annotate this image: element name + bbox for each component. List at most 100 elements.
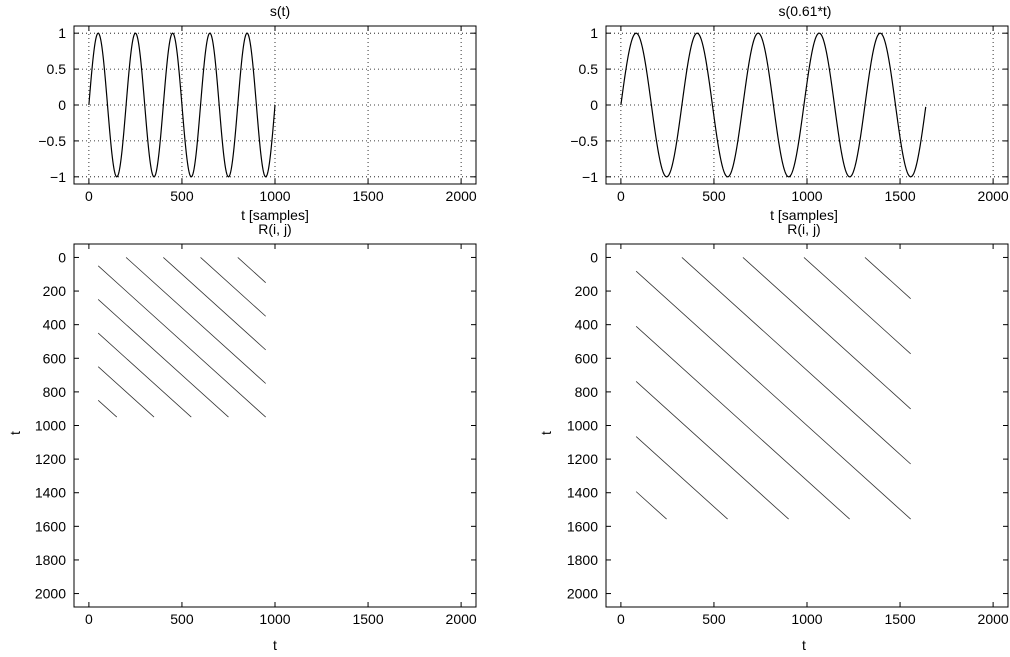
plot-title: s(0.61*t) <box>779 3 832 19</box>
series-curve <box>620 32 927 178</box>
y-tick-label: 2000 <box>35 586 66 602</box>
recurrence-diagonal <box>97 366 155 418</box>
plot-title: s(t) <box>270 3 290 19</box>
x-axis-label: t <box>802 637 806 653</box>
panel-signal: s(t) 0 500 1000 1500 2000 1 0.5 0 −0.5 −1 t [sam… <box>38 3 477 223</box>
y-tick-label: 800 <box>43 384 67 400</box>
y-tick-label: 0.5 <box>47 61 67 77</box>
recurrence-diagonal <box>864 257 911 300</box>
series-line <box>88 32 276 178</box>
x-tick-labels: 0 500 1000 1500 2000 <box>85 611 477 627</box>
recurrence-lines <box>635 257 911 520</box>
recurrence-diagonal <box>803 257 911 355</box>
y-tick-label: 0 <box>590 97 598 113</box>
x-axis-label: t <box>273 637 277 653</box>
y-tick-label: 1200 <box>35 451 66 467</box>
y-tick-label: 0 <box>58 97 66 113</box>
y-tick-label: 1 <box>590 25 598 41</box>
y-tick-label: 800 <box>575 384 599 400</box>
x-tick-label: 500 <box>170 188 194 204</box>
y-tick-label: 600 <box>43 350 67 366</box>
panel-recurrence: R(i, j) 0 500 1000 1500 2000 0 200 400 600 800 10… <box>7 221 477 653</box>
x-tick-label: 1000 <box>791 611 822 627</box>
y-tick-label: 400 <box>43 317 67 333</box>
recurrence-diagonal <box>97 299 229 418</box>
x-tick-label: 0 <box>617 611 625 627</box>
recurrence-diagonal <box>635 436 728 520</box>
recurrence-lines <box>97 257 266 418</box>
x-tick-label: 500 <box>170 611 194 627</box>
recurrence-diagonal <box>237 257 266 283</box>
x-tick-label: 1000 <box>259 611 290 627</box>
y-tick-label: 1200 <box>567 451 598 467</box>
y-tick-label: 1800 <box>35 552 66 568</box>
recurrence-diagonal <box>97 265 266 418</box>
ticks <box>74 244 476 607</box>
y-tick-label: 0 <box>58 249 66 265</box>
y-tick-labels: 0 200 400 600 800 1000 1200 1400 1600 1800 2000 <box>35 249 66 601</box>
y-tick-label: 1600 <box>35 518 66 534</box>
recurrence-diagonal <box>97 332 192 418</box>
y-tick-label: 1600 <box>567 518 598 534</box>
x-axis-label: t [samples] <box>770 207 838 223</box>
y-axis-label: t <box>538 431 554 435</box>
y-tick-label: 1400 <box>35 485 66 501</box>
x-tick-label: 1500 <box>884 611 915 627</box>
recurrence-diagonal <box>97 399 118 418</box>
y-tick-label: −0.5 <box>38 133 66 149</box>
series-curve <box>88 32 276 178</box>
y-tick-label: 600 <box>575 350 599 366</box>
panel-recurrence-scaled: R(i, j) 0 500 1000 1500 2000 0 200 400 600 800 10… <box>538 221 1009 653</box>
y-tick-label: 200 <box>575 283 599 299</box>
x-tick-labels: 0 500 1000 1500 2000 <box>85 188 477 204</box>
y-tick-label: −0.5 <box>570 133 598 149</box>
recurrence-diagonal <box>635 381 789 520</box>
y-tick-label: 400 <box>575 317 599 333</box>
x-tick-label: 500 <box>702 188 726 204</box>
recurrence-diagonal <box>742 257 911 410</box>
x-tick-label: 2000 <box>446 188 477 204</box>
ticks <box>606 244 1008 607</box>
x-tick-label: 1000 <box>791 188 822 204</box>
x-tick-label: 2000 <box>978 611 1009 627</box>
y-tick-label: 1000 <box>567 418 598 434</box>
y-tick-label: 0.5 <box>579 61 599 77</box>
recurrence-diagonal <box>200 257 266 317</box>
series-line <box>620 32 927 178</box>
y-tick-label: 0 <box>590 249 598 265</box>
x-tick-label: 1500 <box>352 611 383 627</box>
recurrence-diagonal <box>635 326 850 520</box>
x-axis-label: t [samples] <box>241 207 309 223</box>
y-tick-label: 1800 <box>567 552 598 568</box>
ticks <box>606 26 1008 184</box>
y-tick-label: 1400 <box>567 485 598 501</box>
x-tick-label: 2000 <box>446 611 477 627</box>
x-tick-label: 1500 <box>352 188 383 204</box>
panel-signal-scaled: s(0.61*t) 0 500 1000 1500 2000 1 0.5 0 −0.5 −1 t… <box>570 3 1009 223</box>
grid <box>606 26 1008 184</box>
recurrence-diagonal <box>635 491 667 520</box>
x-tick-label: 2000 <box>978 188 1009 204</box>
x-tick-labels: 0 500 1000 1500 2000 <box>617 611 1009 627</box>
y-tick-label: −1 <box>582 169 598 185</box>
x-tick-label: 0 <box>85 611 93 627</box>
y-tick-label: 1 <box>58 25 66 41</box>
y-tick-labels: 0 200 400 600 800 1000 1200 1400 1600 1800 2000 <box>567 249 598 601</box>
y-axis-label: t <box>7 431 23 435</box>
x-tick-label: 500 <box>702 611 726 627</box>
recurrence-diagonal <box>163 257 266 351</box>
recurrence-diagonal <box>635 270 911 520</box>
x-tick-label: 0 <box>617 188 625 204</box>
plot-title: R(i, j) <box>258 221 291 237</box>
y-tick-label: 2000 <box>567 586 598 602</box>
ticks <box>74 26 476 184</box>
y-tick-label: −1 <box>50 169 66 185</box>
recurrence-diagonal <box>125 257 266 384</box>
y-tick-label: 1000 <box>35 418 66 434</box>
y-tick-labels: 1 0.5 0 −0.5 −1 <box>38 25 66 185</box>
y-tick-label: 200 <box>43 283 67 299</box>
plot-title: R(i, j) <box>787 221 820 237</box>
recurrence-diagonal <box>681 257 911 465</box>
x-tick-label: 0 <box>85 188 93 204</box>
